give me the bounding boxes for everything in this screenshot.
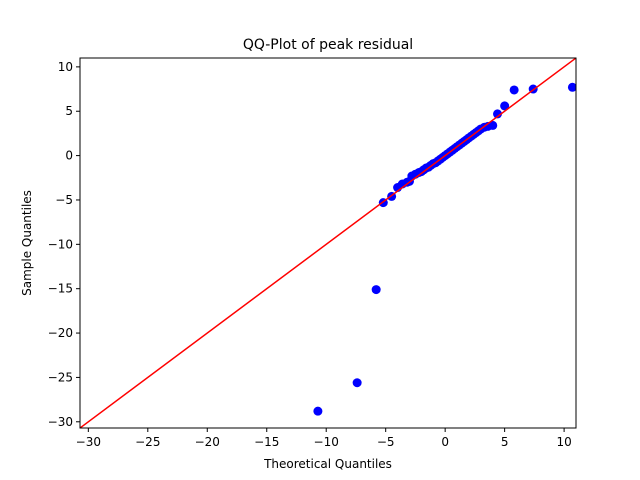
chart-title: QQ-Plot of peak residual: [243, 37, 413, 53]
x-tick-label: −25: [135, 435, 160, 449]
y-tick-label: −10: [48, 237, 73, 251]
x-tick-label: −15: [254, 435, 279, 449]
x-tick-label: 0: [441, 435, 449, 449]
y-tick-label: 5: [65, 104, 73, 118]
reference-line-layer: [80, 58, 576, 428]
y-tick-label: −30: [48, 415, 73, 429]
y-tick-label: −25: [48, 370, 73, 384]
x-tick-label: −30: [76, 435, 101, 449]
plot-frame: [79, 57, 577, 429]
x-axis-label: Theoretical Quantiles: [263, 457, 392, 471]
data-point: [567, 82, 576, 92]
data-point: [509, 85, 519, 95]
data-point: [488, 120, 498, 130]
y-tick-label: 10: [58, 60, 73, 74]
y-tick-label: −15: [48, 282, 73, 296]
data-point: [371, 285, 381, 295]
reference-line: [80, 58, 576, 428]
data-point: [313, 406, 323, 416]
y-axis-ticks: −30 −25 −20 −15 −10 −5 0 5 10: [48, 60, 80, 429]
x-tick-label: 5: [501, 435, 509, 449]
x-tick-label: −5: [377, 435, 395, 449]
data-point: [492, 109, 502, 119]
x-axis-ticks: −30 −25 −20 −15 −10 −5 0 5 10: [76, 428, 572, 449]
x-tick-label: −20: [195, 435, 220, 449]
y-tick-label: −5: [55, 193, 73, 207]
x-tick-label: 10: [556, 435, 571, 449]
y-tick-label: −20: [48, 326, 73, 340]
data-point: [500, 101, 510, 111]
y-axis-label: Sample Quantiles: [20, 190, 34, 296]
data-point: [352, 378, 362, 388]
y-tick-label: 0: [65, 149, 73, 163]
x-tick-label: −10: [314, 435, 339, 449]
